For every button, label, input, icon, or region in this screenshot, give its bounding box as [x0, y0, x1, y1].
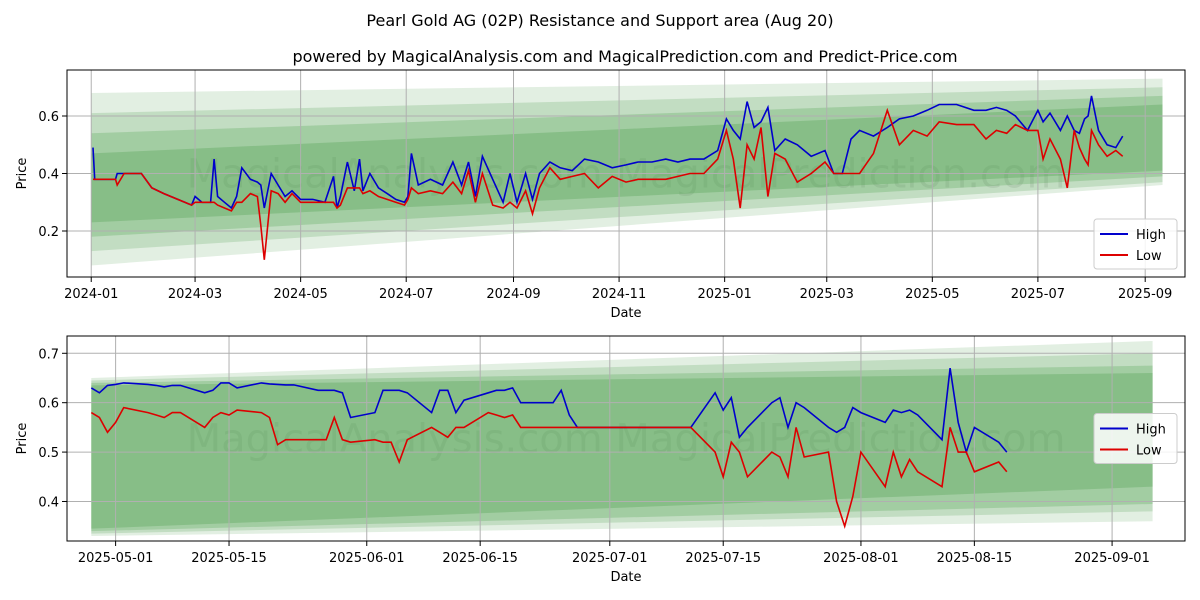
support-resistance-band	[91, 104, 1163, 223]
x-tick-label: 2025-08-15	[937, 551, 1013, 566]
plot-frame	[66, 69, 1186, 278]
series-line-high	[92, 95, 1124, 210]
support-resistance-band	[91, 353, 1153, 534]
x-tick-label: 2025-05	[905, 287, 959, 302]
watermark: MagicalAnalysis.com MagicalPrediction.co…	[187, 417, 1066, 463]
y-tick-label: 0.4	[38, 168, 59, 183]
x-tick-label: 2025-03	[800, 287, 854, 302]
series-line-low	[90, 406, 1008, 529]
x-axis-label: Date	[610, 570, 641, 585]
x-tick-label: 2025-05-01	[78, 551, 154, 566]
legend-label-high: High	[1136, 228, 1166, 243]
support-resistance-band	[91, 340, 1153, 537]
x-tick-label: 2025-05-15	[191, 551, 267, 566]
legend: High Low	[1093, 218, 1178, 270]
y-tick-label: 0.5	[38, 446, 59, 461]
support-resistance-band	[91, 87, 1163, 252]
y-tick-label: 0.4	[38, 495, 59, 510]
legend-box	[1093, 218, 1178, 270]
x-tick-label: 2024-01	[64, 287, 118, 302]
x-tick-label: 2025-09-01	[1074, 551, 1150, 566]
chart-title: Pearl Gold AG (02P) Resistance and Suppo…	[366, 11, 833, 30]
legend-label-high: High	[1136, 423, 1166, 438]
y-axis-label: Price	[15, 423, 30, 455]
x-tick-label: 2024-03	[168, 287, 222, 302]
x-tick-label: 2025-08-01	[823, 551, 899, 566]
x-tick-label: 2025-07	[1011, 287, 1065, 302]
top-chart: MagicalAnalysis.com MagicalPrediction.co…	[15, 69, 1186, 321]
y-axis-label: Price	[15, 158, 30, 190]
legend-box	[1093, 413, 1178, 464]
x-axis-label: Date	[610, 306, 641, 321]
x-tick-label: 2025-06-15	[442, 551, 518, 566]
x-tick-label: 2025-09	[1118, 287, 1172, 302]
support-resistance-band	[91, 365, 1153, 532]
legend: High Low	[1093, 413, 1178, 464]
x-tick-label: 2025-07-01	[572, 551, 648, 566]
x-tick-label: 2024-09	[486, 287, 540, 302]
x-tick-label: 2025-01	[697, 287, 751, 302]
x-tick-label: 2024-05	[273, 287, 327, 302]
watermark: MagicalAnalysis.com MagicalPrediction.co…	[187, 152, 1066, 198]
y-tick-label: 0.6	[38, 397, 59, 412]
support-resistance-band	[91, 373, 1153, 529]
legend-label-low: Low	[1136, 249, 1162, 264]
x-tick-label: 2025-07-15	[685, 551, 761, 566]
series-line-high	[90, 367, 1008, 455]
chart-subtitle: powered by MagicalAnalysis.com and Magic…	[292, 47, 957, 66]
support-resistance-band	[91, 78, 1163, 266]
y-tick-label: 0.2	[38, 225, 59, 240]
series-line-low	[93, 107, 1124, 260]
x-tick-label: 2024-07	[379, 287, 433, 302]
plot-frame	[66, 335, 1186, 542]
x-tick-label: 2024-11	[592, 287, 646, 302]
legend-label-low: Low	[1136, 444, 1162, 459]
y-tick-label: 0.7	[38, 347, 59, 362]
x-tick-label: 2025-06-01	[329, 551, 405, 566]
bottom-chart: MagicalAnalysis.com MagicalPrediction.co…	[15, 335, 1186, 585]
y-tick-label: 0.6	[38, 110, 59, 125]
